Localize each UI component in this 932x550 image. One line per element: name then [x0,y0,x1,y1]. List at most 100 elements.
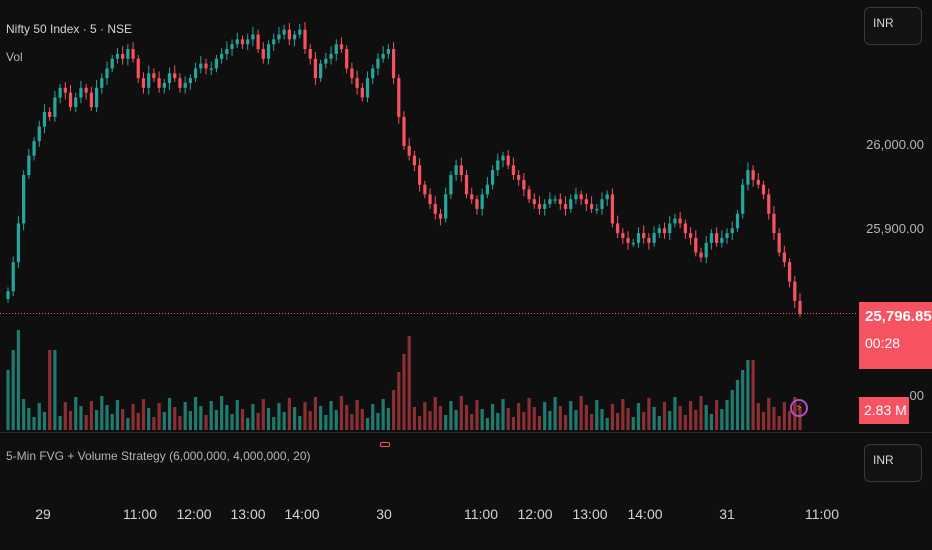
price-tick-25900: 25,900.00 [866,221,924,236]
candle-body [610,194,615,224]
candle-body [600,199,604,209]
candle-body [89,92,93,108]
strategy-currency-button[interactable]: INR [864,444,922,482]
candle-body [548,199,552,205]
volume-bar [537,416,542,430]
pane-divider[interactable] [0,432,932,433]
volume-bar [115,400,120,430]
candle-body [402,116,406,146]
volume-bar [303,402,307,430]
volume-bar [444,415,448,430]
price-tick-partial: 00 [909,388,924,403]
volume-bar [147,408,151,430]
volume-bar [235,400,239,430]
bar-countdown: 00:28 [865,335,901,351]
candle-body [678,218,682,224]
candle-body [214,58,219,69]
volume-bar [720,409,724,430]
candle-body [480,194,484,209]
currency-button[interactable]: INR [864,7,922,45]
volume-bar [548,411,552,430]
volume-bar [365,418,370,430]
candle-body [53,97,57,117]
volume-bar [162,412,166,430]
volume-bar [485,418,489,430]
volume-bar [136,413,140,430]
volume-bar [506,408,510,430]
candle-body [407,145,411,156]
candle-body [74,97,78,108]
candle-body [517,175,521,180]
volume-bar [756,403,760,430]
candle-body [621,233,625,238]
volume-bar [204,415,208,430]
candle-body [371,68,375,79]
candle-body [37,126,41,142]
candle-body [683,223,687,234]
volume-bar [480,409,484,430]
time-tick: 12:00 [176,506,212,522]
time-tick: 11:00 [123,506,157,522]
volume-bar [683,415,687,430]
volume-bar [662,402,667,430]
volume-bar [787,411,792,430]
candle-body [777,233,781,253]
volume-bar [569,401,573,430]
volume-bar [438,406,443,430]
candle-body [345,49,349,69]
candle-body [319,63,323,79]
strategy-label[interactable]: 5-Min FVG + Volume Strategy (6,000,000, … [6,449,311,463]
volume-bar [350,414,354,430]
candle-body [100,78,104,88]
candlestick-chart[interactable] [0,0,856,432]
price-scale[interactable]: 26,000.00 25,900.00 00 [856,0,932,432]
candle-body [642,233,646,238]
candle-body [246,39,250,45]
volume-bar [751,360,755,430]
volume-bar [110,414,114,430]
time-tick: 14:00 [284,506,320,522]
candle-body [741,184,745,214]
volume-bar [532,407,536,430]
volume-bar [642,412,646,430]
candle-body [584,199,588,205]
volume-bar [256,413,260,430]
candle-body [79,87,83,98]
volume-bar [225,405,229,430]
candle-body [574,194,578,200]
candle-body [569,199,573,209]
volume-value-tag: 2.83 M [859,397,909,424]
volume-bar [157,403,161,430]
volume-bar [746,360,750,430]
volume-bar [735,380,740,430]
lightning-bolt-icon[interactable]: ⚡ [790,399,808,417]
volume-bar [715,400,719,430]
candle-body [793,281,797,301]
candle-body [147,73,151,88]
symbol-title[interactable]: Nifty 50 Index · 5 · NSE [6,22,133,36]
candle-body [360,87,364,98]
time-tick: 31 [719,506,735,522]
volume-bar [522,412,526,430]
candle-body [444,194,448,219]
volume-bar [126,418,130,430]
time-axis[interactable]: 29 11:00 12:00 13:00 14:00 30 11:00 12:0… [0,506,856,536]
candle-body [298,29,302,35]
volume-bar [709,414,714,430]
volume-bar [63,402,67,430]
volume-bar [673,397,677,430]
volume-bar [22,399,26,430]
candle-body [209,68,213,70]
volume-bar [16,330,21,430]
candle-body [475,199,479,209]
candle-body [282,29,286,35]
volume-indicator-label[interactable]: Vol [6,50,23,64]
volume-bar [777,416,781,430]
volume-bar [37,403,41,430]
chart-area[interactable]: Nifty 50 Index · 5 · NSE Vol ⚡ [0,0,856,447]
volume-bar [251,404,255,430]
candle-body [131,49,135,59]
candle-body [543,204,547,209]
volume-bar [298,416,302,430]
candle-body [188,78,192,83]
